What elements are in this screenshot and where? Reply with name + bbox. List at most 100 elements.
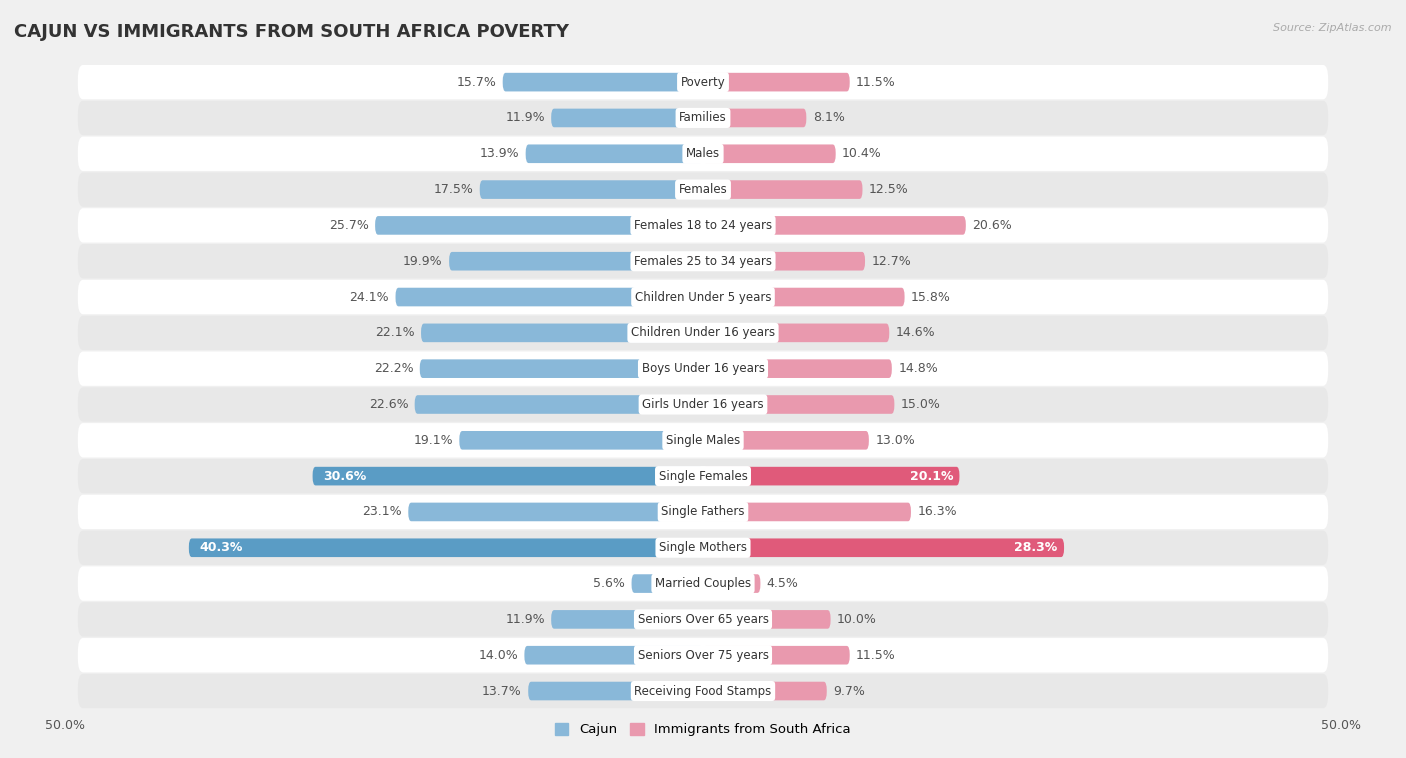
FancyBboxPatch shape xyxy=(77,280,1329,315)
FancyBboxPatch shape xyxy=(77,315,1329,350)
FancyBboxPatch shape xyxy=(526,145,703,163)
FancyBboxPatch shape xyxy=(703,610,831,628)
Text: 19.1%: 19.1% xyxy=(413,434,453,446)
Text: 13.9%: 13.9% xyxy=(479,147,519,160)
FancyBboxPatch shape xyxy=(703,681,827,700)
FancyBboxPatch shape xyxy=(77,172,1329,207)
Text: 40.3%: 40.3% xyxy=(200,541,242,554)
Text: Children Under 5 years: Children Under 5 years xyxy=(634,290,772,303)
FancyBboxPatch shape xyxy=(77,459,1329,493)
FancyBboxPatch shape xyxy=(77,244,1329,278)
FancyBboxPatch shape xyxy=(503,73,703,92)
Text: Girls Under 16 years: Girls Under 16 years xyxy=(643,398,763,411)
Text: Females: Females xyxy=(679,183,727,196)
Text: 14.6%: 14.6% xyxy=(896,327,935,340)
FancyBboxPatch shape xyxy=(703,180,862,199)
Text: 12.7%: 12.7% xyxy=(872,255,911,268)
Text: 5.6%: 5.6% xyxy=(593,577,626,590)
FancyBboxPatch shape xyxy=(703,359,891,378)
Text: 15.8%: 15.8% xyxy=(911,290,950,303)
FancyBboxPatch shape xyxy=(77,566,1329,601)
Text: 14.8%: 14.8% xyxy=(898,362,938,375)
FancyBboxPatch shape xyxy=(77,65,1329,99)
FancyBboxPatch shape xyxy=(312,467,703,485)
Text: 11.9%: 11.9% xyxy=(505,111,544,124)
FancyBboxPatch shape xyxy=(420,324,703,342)
FancyBboxPatch shape xyxy=(703,288,904,306)
Text: 11.9%: 11.9% xyxy=(505,613,544,626)
Text: Seniors Over 65 years: Seniors Over 65 years xyxy=(637,613,769,626)
Legend: Cajun, Immigrants from South Africa: Cajun, Immigrants from South Africa xyxy=(550,718,856,742)
FancyBboxPatch shape xyxy=(529,681,703,700)
FancyBboxPatch shape xyxy=(77,352,1329,386)
FancyBboxPatch shape xyxy=(631,575,703,593)
FancyBboxPatch shape xyxy=(703,73,849,92)
Text: 9.7%: 9.7% xyxy=(834,684,865,697)
FancyBboxPatch shape xyxy=(77,638,1329,672)
FancyBboxPatch shape xyxy=(408,503,703,522)
Text: 30.6%: 30.6% xyxy=(323,470,366,483)
Text: 10.4%: 10.4% xyxy=(842,147,882,160)
FancyBboxPatch shape xyxy=(188,538,703,557)
FancyBboxPatch shape xyxy=(77,387,1329,421)
FancyBboxPatch shape xyxy=(479,180,703,199)
Text: Single Mothers: Single Mothers xyxy=(659,541,747,554)
Text: 8.1%: 8.1% xyxy=(813,111,845,124)
Text: 12.5%: 12.5% xyxy=(869,183,908,196)
FancyBboxPatch shape xyxy=(703,252,865,271)
FancyBboxPatch shape xyxy=(449,252,703,271)
Text: Single Females: Single Females xyxy=(658,470,748,483)
Text: 10.0%: 10.0% xyxy=(837,613,877,626)
FancyBboxPatch shape xyxy=(77,531,1329,565)
FancyBboxPatch shape xyxy=(420,359,703,378)
Text: 15.0%: 15.0% xyxy=(901,398,941,411)
Text: 11.5%: 11.5% xyxy=(856,649,896,662)
Text: Families: Families xyxy=(679,111,727,124)
FancyBboxPatch shape xyxy=(375,216,703,235)
Text: 20.6%: 20.6% xyxy=(972,219,1012,232)
FancyBboxPatch shape xyxy=(703,575,761,593)
Text: Source: ZipAtlas.com: Source: ZipAtlas.com xyxy=(1274,23,1392,33)
FancyBboxPatch shape xyxy=(77,208,1329,243)
Text: Single Males: Single Males xyxy=(666,434,740,446)
Text: 24.1%: 24.1% xyxy=(350,290,389,303)
Text: 16.3%: 16.3% xyxy=(917,506,957,518)
Text: Females 18 to 24 years: Females 18 to 24 years xyxy=(634,219,772,232)
FancyBboxPatch shape xyxy=(703,467,959,485)
Text: 13.7%: 13.7% xyxy=(482,684,522,697)
Text: 4.5%: 4.5% xyxy=(766,577,799,590)
Text: 25.7%: 25.7% xyxy=(329,219,368,232)
Text: 28.3%: 28.3% xyxy=(1014,541,1057,554)
Text: 23.1%: 23.1% xyxy=(363,506,402,518)
FancyBboxPatch shape xyxy=(460,431,703,449)
FancyBboxPatch shape xyxy=(703,216,966,235)
Text: Children Under 16 years: Children Under 16 years xyxy=(631,327,775,340)
FancyBboxPatch shape xyxy=(77,674,1329,708)
FancyBboxPatch shape xyxy=(703,503,911,522)
Text: 15.7%: 15.7% xyxy=(457,76,496,89)
Text: 22.1%: 22.1% xyxy=(375,327,415,340)
Text: 20.1%: 20.1% xyxy=(910,470,953,483)
FancyBboxPatch shape xyxy=(703,538,1064,557)
Text: 22.2%: 22.2% xyxy=(374,362,413,375)
FancyBboxPatch shape xyxy=(77,136,1329,171)
Text: Boys Under 16 years: Boys Under 16 years xyxy=(641,362,765,375)
FancyBboxPatch shape xyxy=(524,646,703,665)
FancyBboxPatch shape xyxy=(77,495,1329,529)
Text: 11.5%: 11.5% xyxy=(856,76,896,89)
Text: Poverty: Poverty xyxy=(681,76,725,89)
Text: Receiving Food Stamps: Receiving Food Stamps xyxy=(634,684,772,697)
FancyBboxPatch shape xyxy=(77,423,1329,458)
FancyBboxPatch shape xyxy=(703,395,894,414)
FancyBboxPatch shape xyxy=(703,324,889,342)
Text: 17.5%: 17.5% xyxy=(433,183,474,196)
FancyBboxPatch shape xyxy=(77,101,1329,135)
FancyBboxPatch shape xyxy=(395,288,703,306)
Text: Females 25 to 34 years: Females 25 to 34 years xyxy=(634,255,772,268)
Text: Males: Males xyxy=(686,147,720,160)
FancyBboxPatch shape xyxy=(551,108,703,127)
FancyBboxPatch shape xyxy=(551,610,703,628)
FancyBboxPatch shape xyxy=(703,646,849,665)
FancyBboxPatch shape xyxy=(703,108,807,127)
Text: 13.0%: 13.0% xyxy=(875,434,915,446)
